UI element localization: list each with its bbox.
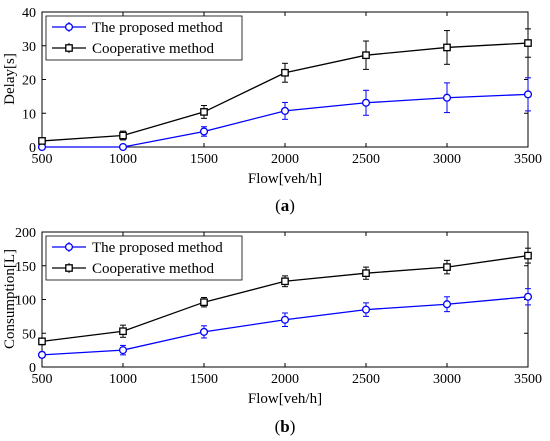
series-layer	[37, 28, 533, 152]
x-tick-label: 3500	[514, 152, 542, 167]
legend-label-proposed: The proposed method	[92, 20, 223, 36]
data-point	[281, 277, 289, 286]
panel-label-b: (b)	[275, 417, 296, 436]
data-point	[38, 137, 46, 145]
data-point	[281, 68, 289, 77]
data-point	[118, 142, 128, 152]
y-tick-label: 20	[22, 74, 36, 89]
legend-label-proposed: The proposed method	[92, 240, 223, 256]
legend-entry-proposed: The proposed method	[52, 20, 223, 36]
x-tick-label: 1000	[109, 152, 137, 167]
y-tick-label: 10	[22, 107, 36, 122]
series-cooperative	[38, 247, 532, 346]
data-point	[442, 93, 452, 102]
data-point	[524, 251, 532, 260]
x-tick-label: 3500	[514, 372, 542, 387]
panel-letter-a: a	[281, 196, 290, 215]
x-tick-label: 2500	[352, 152, 380, 167]
x-tick-label: 3000	[433, 152, 461, 167]
data-point	[118, 346, 128, 355]
y-tick-label: 0	[29, 361, 36, 376]
data-point	[200, 298, 208, 307]
data-point	[523, 292, 533, 301]
legend-box	[45, 15, 243, 61]
data-point	[199, 327, 209, 336]
legend-label-cooperative: Cooperative method	[92, 41, 215, 57]
y-axis-label: Delay[s]	[2, 53, 18, 105]
data-point	[119, 327, 127, 336]
legend-entry-cooperative: Cooperative method	[52, 41, 215, 57]
x-tick-label: 1000	[109, 372, 137, 387]
y-tick-label: 100	[15, 294, 36, 309]
y-tick-label: 40	[22, 6, 36, 21]
chart-panel-b: 0 50 100 150 200 500 1000 1500 2000 2500 3000 3500…	[2, 226, 542, 436]
data-point	[524, 39, 532, 47]
legend: The proposed method Cooperative method	[45, 235, 243, 281]
x-axis-label: Flow[veh/h]	[248, 171, 322, 187]
x-tick-label: 1500	[190, 152, 218, 167]
legend-box	[45, 235, 243, 281]
y-tick-label: 30	[22, 40, 36, 55]
data-point	[199, 127, 209, 136]
series-layer	[37, 247, 533, 359]
data-point	[38, 337, 46, 346]
data-point	[200, 108, 208, 116]
data-point	[443, 263, 451, 271]
x-tick-label: 2500	[352, 372, 380, 387]
y-tick-label: 200	[15, 226, 36, 241]
y-axis-label: Consumption[L]	[2, 249, 18, 349]
data-point	[361, 98, 371, 107]
series-cooperative	[38, 28, 532, 145]
data-point	[442, 300, 452, 309]
x-tick-label: 500	[32, 372, 53, 387]
x-tick-label: 2000	[271, 372, 299, 387]
x-tick-label: 3000	[433, 372, 461, 387]
legend-marker-cooperative	[65, 264, 73, 272]
x-ticks: 500 1000 1500 2000 2500 3000 3500	[32, 232, 542, 387]
x-tick-label: 500	[32, 152, 53, 167]
data-point	[280, 106, 290, 115]
legend-label-cooperative: Cooperative method	[92, 261, 215, 277]
x-tick-label: 1500	[190, 372, 218, 387]
legend-marker-proposed	[64, 22, 74, 32]
panel-letter-b: b	[280, 417, 289, 436]
series-proposed	[37, 288, 533, 359]
panel-label-a: (a)	[275, 196, 295, 215]
data-point	[280, 315, 290, 324]
series-proposed	[37, 77, 533, 152]
legend-marker-cooperative	[65, 44, 73, 52]
x-axis-label: Flow[veh/h]	[248, 391, 322, 407]
data-point	[37, 350, 47, 359]
data-point	[443, 43, 451, 52]
data-point	[119, 131, 127, 140]
legend-entry-proposed: The proposed method	[52, 240, 223, 256]
data-point	[362, 51, 370, 60]
legend-marker-proposed	[64, 242, 74, 252]
data-point	[361, 305, 371, 314]
data-point	[523, 90, 533, 99]
chart-panel-a: 0 10 20 30 40 500 1000 1500 2000 2500 3000 3500 Fl…	[2, 6, 542, 215]
x-tick-label: 2000	[271, 152, 299, 167]
y-ticks: 0 50 100 150 200	[15, 226, 528, 376]
data-point	[362, 269, 370, 278]
legend-entry-cooperative: Cooperative method	[52, 261, 215, 277]
y-tick-label: 50	[22, 327, 36, 342]
y-tick-label: 0	[29, 141, 36, 156]
legend: The proposed method Cooperative method	[45, 15, 243, 61]
y-tick-label: 150	[15, 260, 36, 275]
